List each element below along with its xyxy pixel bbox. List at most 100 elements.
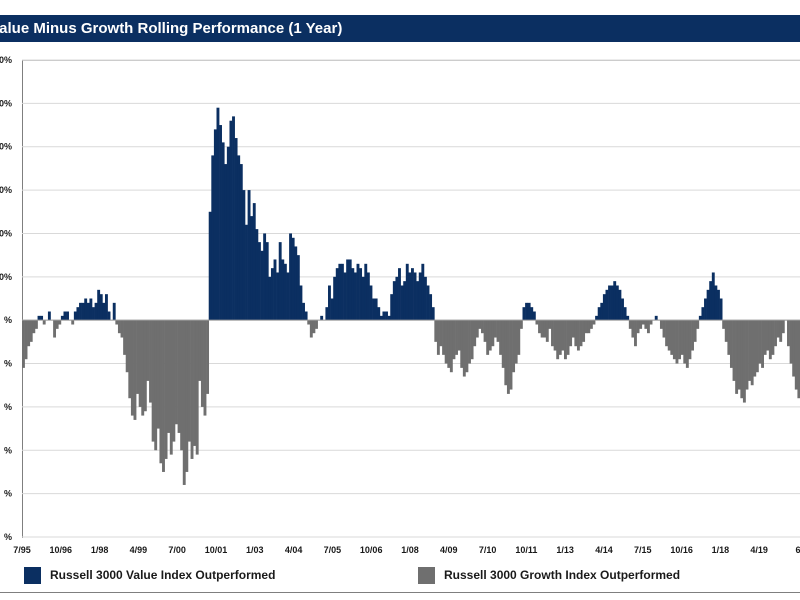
bar-growth-outperformed [439, 320, 443, 347]
bar-value-outperformed [81, 302, 85, 321]
bar-value-outperformed [423, 276, 427, 321]
bar-growth-outperformed [509, 320, 513, 390]
x-tick-label: 10/01 [205, 545, 228, 555]
x-tick-label: 4/19 [750, 545, 768, 555]
bar-growth-outperformed [455, 320, 458, 355]
bar-value-outperformed [335, 268, 339, 321]
bar-growth-outperformed [665, 320, 669, 347]
x-tick-label: 10/16 [670, 545, 693, 555]
bar-growth-outperformed [774, 320, 777, 347]
bar-growth-outperformed [729, 320, 733, 368]
x-tick-label: 4/09 [440, 545, 458, 555]
bar-growth-outperformed [688, 320, 692, 360]
bar-growth-outperformed [745, 320, 749, 390]
legend-swatch-growth [418, 566, 435, 584]
x-tick-label: 10/96 [50, 545, 73, 555]
bar-growth-outperformed [693, 320, 697, 342]
bar-growth-outperformed [771, 320, 775, 355]
bar-growth-outperformed [185, 320, 189, 472]
bar-value-outperformed [289, 233, 292, 321]
bar-value-outperformed [224, 164, 228, 321]
bar-value-outperformed [84, 298, 88, 321]
bar-value-outperformed [413, 272, 417, 321]
x-tick-label: 1/08 [401, 545, 419, 555]
bar-growth-outperformed [569, 320, 573, 347]
bar-growth-outperformed [587, 320, 591, 334]
bar-growth-outperformed [750, 320, 754, 386]
bar-value-outperformed [268, 276, 272, 321]
bar-growth-outperformed [628, 320, 632, 329]
bar-growth-outperformed [501, 320, 505, 368]
bar-value-outperformed [429, 294, 433, 321]
bar-growth-outperformed [138, 320, 142, 407]
bar-growth-outperformed [452, 320, 456, 360]
bar-value-outperformed [40, 315, 44, 321]
bar-growth-outperformed [136, 320, 139, 394]
bar-growth-outperformed [58, 320, 62, 325]
bar-growth-outperformed [164, 320, 168, 459]
bar-growth-outperformed [125, 320, 129, 373]
bar-value-outperformed [291, 237, 295, 321]
bar-growth-outperformed [473, 320, 477, 347]
bar-growth-outperformed [680, 320, 684, 355]
bar-growth-outperformed [789, 320, 793, 364]
bar-value-outperformed [379, 315, 383, 321]
y-tick-label: 0% [0, 98, 12, 108]
bar-value-outperformed [623, 307, 627, 321]
bar-growth-outperformed [203, 320, 207, 416]
bar-value-outperformed [418, 272, 422, 321]
bar-growth-outperformed [151, 320, 155, 442]
bar-growth-outperformed [307, 320, 311, 325]
y-tick-label: % [4, 315, 12, 325]
bar-growth-outperformed [162, 320, 165, 472]
bar-value-outperformed [338, 263, 342, 321]
bar-value-outperformed [273, 259, 277, 321]
bar-value-outperformed [377, 307, 381, 321]
bar-value-outperformed [530, 307, 534, 321]
x-tick-label: 7/00 [168, 545, 186, 555]
bar-growth-outperformed [449, 320, 453, 373]
bar-growth-outperformed [548, 320, 552, 329]
bar-value-outperformed [346, 259, 350, 321]
bar-growth-outperformed [55, 320, 59, 329]
y-tick-label: % [4, 489, 12, 499]
bar-value-outperformed [252, 203, 256, 321]
bar-value-outperformed [242, 190, 246, 321]
bar-value-outperformed [302, 302, 305, 321]
bar-growth-outperformed [761, 320, 764, 368]
bar-value-outperformed [99, 294, 103, 321]
bar-growth-outperformed [779, 320, 783, 342]
bar-growth-outperformed [781, 320, 785, 334]
bar-growth-outperformed [545, 320, 549, 342]
bar-value-outperformed [320, 315, 324, 321]
bar-growth-outperformed [649, 320, 653, 325]
bar-growth-outperformed [182, 320, 186, 485]
bar-growth-outperformed [678, 320, 681, 360]
bar-value-outperformed [411, 268, 414, 321]
bar-growth-outperformed [766, 320, 770, 351]
bar-growth-outperformed [434, 320, 438, 342]
bar-value-outperformed [374, 298, 378, 321]
bar-value-outperformed [392, 281, 396, 321]
bar-growth-outperformed [740, 320, 744, 399]
bar-value-outperformed [385, 311, 388, 321]
bar-value-outperformed [364, 263, 368, 321]
bar-growth-outperformed [659, 320, 663, 329]
bar-value-outperformed [359, 268, 363, 321]
x-tick-label: 4/99 [130, 545, 148, 555]
bar-growth-outperformed [200, 320, 204, 407]
bar-value-outperformed [351, 268, 355, 321]
bar-growth-outperformed [634, 320, 637, 347]
bar-growth-outperformed [641, 320, 645, 325]
bar-growth-outperformed [553, 320, 557, 351]
bar-growth-outperformed [468, 320, 471, 364]
bar-growth-outperformed [576, 320, 580, 351]
bar-growth-outperformed [190, 320, 194, 459]
bar-growth-outperformed [724, 320, 728, 342]
bar-value-outperformed [296, 255, 300, 321]
chart-title-bar: Value Minus Growth Rolling Performance (… [0, 15, 800, 42]
bar-value-outperformed [60, 315, 64, 321]
bar-value-outperformed [408, 272, 412, 321]
x-tick-label: 1/13 [556, 545, 574, 555]
